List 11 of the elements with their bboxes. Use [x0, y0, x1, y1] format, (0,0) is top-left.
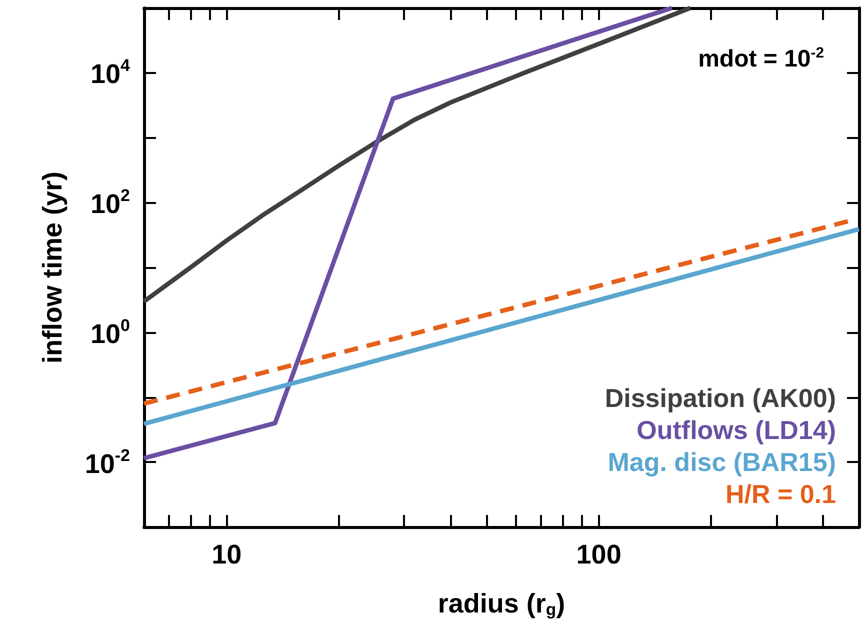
text: Mag. disc (BAR15)	[608, 447, 836, 477]
text: H/R = 0.1	[725, 479, 836, 509]
y-tick-label: 10$^{-2}$	[84, 446, 130, 479]
y-axis-title: inflow time (yr)	[38, 171, 68, 364]
x-tick-label: 100	[576, 540, 622, 570]
y-tick-label: 10$^{0}$	[90, 316, 130, 349]
text: Dissipation (AK00)	[604, 383, 836, 413]
y-tick-label: 10$^{2}$	[90, 186, 130, 220]
text: Outflows (LD14)	[636, 415, 836, 445]
x-tick-label: 10	[212, 540, 242, 570]
y-tick-label: 10$^{4}$	[90, 56, 130, 90]
